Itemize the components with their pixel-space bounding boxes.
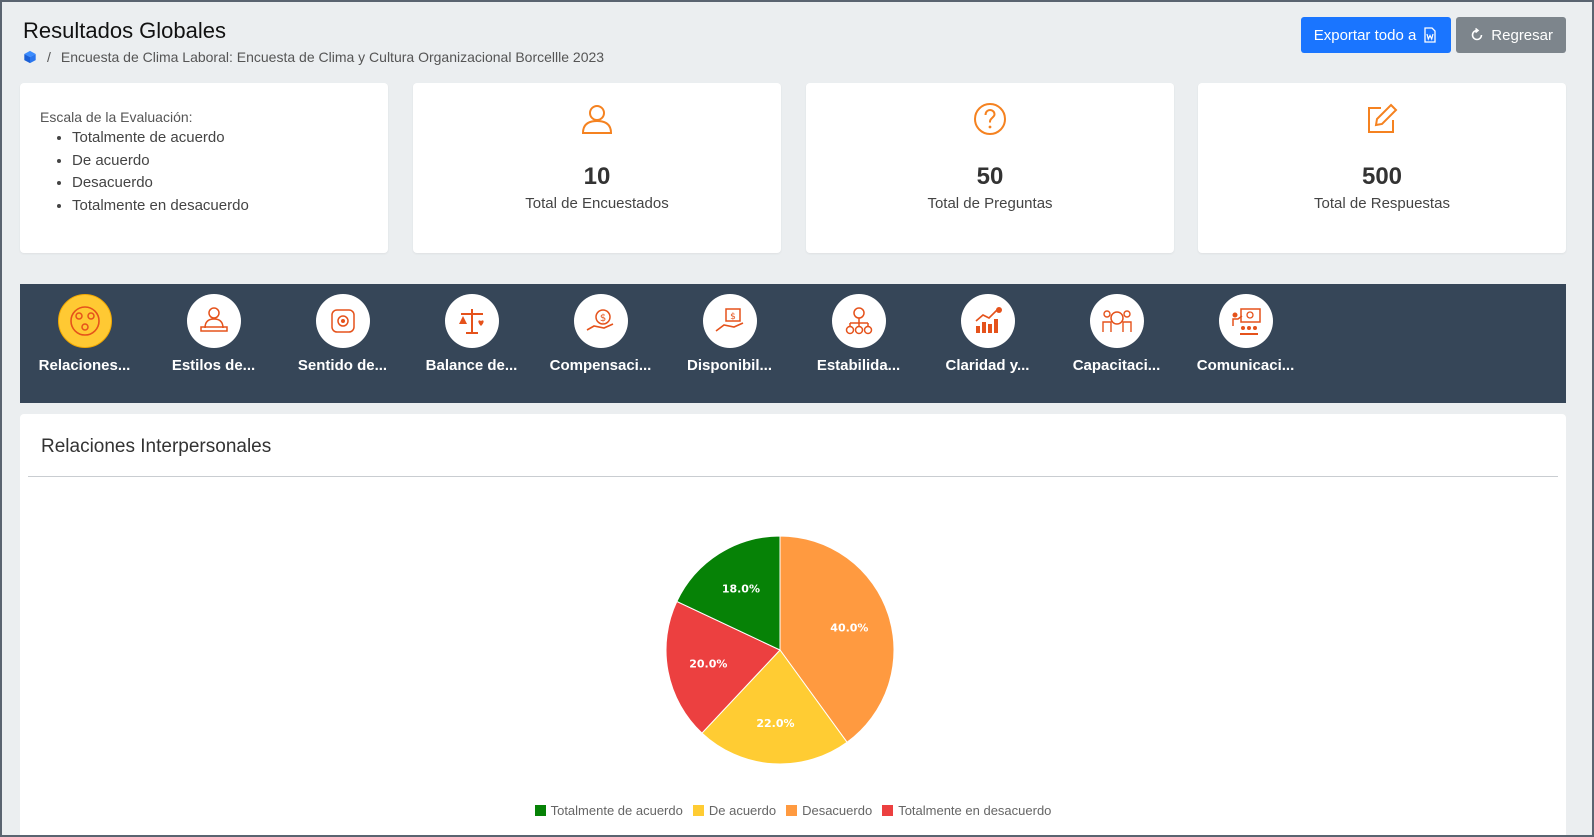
leader-desk-icon xyxy=(199,307,228,332)
legend-swatch xyxy=(786,805,798,816)
people-network-icon xyxy=(69,306,100,336)
slice-label: 40.0% xyxy=(830,621,868,634)
scale-item: De acuerdo xyxy=(72,150,368,173)
slice-label: 22.0% xyxy=(756,717,794,730)
legend-swatch xyxy=(882,805,894,816)
category-label: Relaciones... xyxy=(38,357,131,374)
refresh-icon xyxy=(1472,27,1483,41)
category-label: Sentido de... xyxy=(297,357,388,374)
category-sentido[interactable]: Sentido de... xyxy=(278,284,407,403)
category-label: Estilos de... xyxy=(171,357,256,374)
breadcrumb-separator: / xyxy=(47,49,51,65)
back-button[interactable]: Regresar xyxy=(1456,17,1566,53)
slice-label: 18.0% xyxy=(722,582,760,595)
pie-slice[interactable] xyxy=(779,535,895,743)
stat-value: 10 xyxy=(583,163,611,190)
legend-label: De acuerdo xyxy=(708,803,777,818)
scale-card: Escala de la Evaluación: Totalmente de a… xyxy=(20,83,388,253)
legend-swatch xyxy=(692,805,704,816)
cube-icon[interactable] xyxy=(23,50,37,64)
back-button-label: Regresar xyxy=(1491,26,1553,44)
category-balance[interactable]: Balance de... xyxy=(407,284,536,403)
header-actions: Exportar todo a Regresar xyxy=(1300,17,1566,53)
category-label: Capacitaci... xyxy=(1072,357,1161,374)
category-capacitacion[interactable]: Capacitaci... xyxy=(1052,284,1181,403)
legend-label: Totalmente en desacuerdo xyxy=(898,803,1052,818)
edit-icon xyxy=(1368,103,1398,133)
category-label: Compensaci... xyxy=(549,357,652,374)
category-label: Disponibil... xyxy=(687,357,772,374)
svg-text:$: $ xyxy=(599,313,605,324)
stat-label: Total de Preguntas xyxy=(927,195,1053,212)
category-comunicacion[interactable]: Comunicaci... xyxy=(1181,284,1310,403)
stat-value: 50 xyxy=(976,163,1004,190)
chart-legend: Totalmente de acuerdo De acuerdo Desacuerd… xyxy=(20,803,1566,818)
category-claridad[interactable]: Claridad y... xyxy=(923,284,1052,403)
gear-money-tree-icon xyxy=(845,307,872,335)
stat-label: Total de Respuestas xyxy=(1314,195,1450,212)
scale-item: Desacuerdo xyxy=(72,172,368,195)
chart-panel: 40.0% 22.0% 20.0% 18.0% Relaciones Interper… xyxy=(20,414,1566,837)
legend-item[interactable]: Totalmente de acuerdo xyxy=(534,803,683,818)
hand-money-icon: $ xyxy=(586,309,613,331)
panel-title: Relaciones Interpersonales xyxy=(41,436,272,457)
legend-item[interactable]: Desacuerdo xyxy=(786,803,872,818)
page-title: Resultados Globales xyxy=(23,18,227,43)
stat-card-respondents: 10 Total de Encuestados xyxy=(413,83,781,253)
svg-text:$: $ xyxy=(730,312,736,322)
scale-balance-icon xyxy=(458,309,484,334)
category-compensacion[interactable]: $ Compensaci... xyxy=(536,284,665,403)
pie-slice[interactable] xyxy=(665,600,781,734)
team-hands-icon xyxy=(330,309,355,333)
category-estabilidad[interactable]: Estabilida... xyxy=(794,284,923,403)
breadcrumb: / Encuesta de Clima Laboral: Encuesta de… xyxy=(23,49,604,65)
category-relaciones[interactable]: Relaciones... xyxy=(20,284,149,403)
training-group-icon xyxy=(1101,310,1132,332)
user-icon xyxy=(581,105,613,134)
question-circle-icon xyxy=(974,103,1006,135)
scale-title: Escala de la Evaluación: xyxy=(40,109,193,125)
category-estilos[interactable]: Estilos de... xyxy=(149,284,278,403)
stat-card-answers: 500 Total de Respuestas xyxy=(1198,83,1566,253)
legend-item[interactable]: Totalmente en desacuerdo xyxy=(882,803,1051,818)
category-label: Claridad y... xyxy=(945,357,1030,374)
stat-card-questions: 50 Total de Preguntas xyxy=(806,83,1174,253)
presentation-icon xyxy=(1231,308,1261,335)
stat-label: Total de Encuestados xyxy=(525,195,669,212)
word-file-icon xyxy=(1424,27,1436,43)
export-button[interactable]: Exportar todo a xyxy=(1300,17,1452,53)
category-disponibilidad[interactable]: $ Disponibil... xyxy=(665,284,794,403)
export-button-label: Exportar todo a xyxy=(1313,26,1417,44)
scale-item: Totalmente en desacuerdo xyxy=(72,195,368,218)
pie-slice[interactable] xyxy=(701,649,848,765)
legend-label: Desacuerdo xyxy=(802,803,873,818)
breadcrumb-current: Encuesta de Clima Laboral: Encuesta de C… xyxy=(60,49,605,65)
pie-slice[interactable] xyxy=(676,535,781,651)
stat-value: 500 xyxy=(1361,163,1403,190)
category-label: Estabilida... xyxy=(816,357,901,374)
pie-chart: 40.0% 22.0% 20.0% 18.0% xyxy=(665,535,895,765)
scale-list: Totalmente de acuerdo De acuerdo Desacue… xyxy=(72,127,368,217)
category-label: Comunicaci... xyxy=(1196,357,1295,374)
slice-label: 20.0% xyxy=(689,658,727,671)
legend-swatch xyxy=(534,805,546,816)
hand-money-box-icon: $ xyxy=(715,308,743,332)
scale-item: Totalmente de acuerdo xyxy=(72,127,368,150)
category-label: Balance de... xyxy=(425,357,518,374)
legend-label: Totalmente de acuerdo xyxy=(550,803,683,818)
legend-item[interactable]: De acuerdo xyxy=(692,803,777,818)
divider xyxy=(28,476,1558,477)
growth-chart-icon xyxy=(974,307,1002,333)
category-bar: Relaciones... Estilos de... Sentido de..… xyxy=(20,284,1566,403)
